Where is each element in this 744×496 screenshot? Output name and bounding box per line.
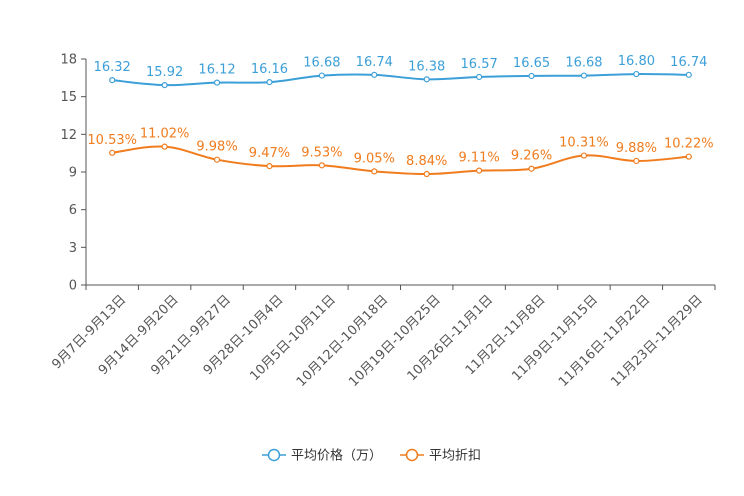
y-tick-label: 12 — [60, 128, 77, 143]
x-tick-label: 11月23日-11月29日 — [608, 292, 705, 389]
data-label: 10.53% — [87, 133, 137, 148]
data-label: 16.16 — [251, 62, 288, 77]
y-tick-label: 9 — [69, 166, 77, 181]
data-point[interactable] — [109, 149, 116, 156]
data-point[interactable] — [685, 71, 692, 78]
data-label: 16.38 — [408, 59, 445, 74]
data-point[interactable] — [528, 72, 535, 80]
series-layer: 16.32 15.92 16.12 16.16 16.68 16.74 16.38 16.57… — [87, 54, 714, 178]
legend-item-avg-discount[interactable]: 平均折扣 — [400, 449, 481, 464]
y-tick-label: 18 — [60, 53, 77, 68]
legend-marker-icon — [267, 448, 281, 462]
data-point[interactable] — [580, 72, 588, 79]
data-point[interactable] — [213, 79, 221, 86]
data-label: 16.65 — [513, 56, 550, 71]
data-label: 9.47% — [249, 146, 290, 161]
data-point[interactable] — [633, 157, 640, 165]
legend: 平均价格（万） 平均折扣 — [262, 448, 481, 464]
data-point[interactable] — [633, 70, 640, 78]
data-point[interactable] — [266, 162, 273, 170]
legend-label: 平均价格（万） — [291, 448, 382, 464]
series-line — [112, 145, 689, 176]
data-label: 16.32 — [94, 60, 131, 75]
data-label: 10.22% — [664, 137, 714, 152]
legend-item-avg-price[interactable]: 平均价格（万） — [262, 448, 382, 464]
data-point[interactable] — [161, 143, 168, 150]
legend-label: 平均折扣 — [429, 449, 481, 464]
data-label: 10.31% — [559, 136, 609, 151]
series-line — [112, 73, 689, 87]
data-point[interactable] — [476, 73, 483, 81]
data-label: 16.57 — [461, 57, 498, 72]
data-label: 16.12 — [198, 63, 235, 78]
x-tick-label: 10月12日-10月18日 — [294, 292, 391, 389]
y-tick-label: 3 — [69, 241, 77, 256]
series-avg-price: 16.32 15.92 16.12 16.16 16.68 16.74 16.38 16.57… — [94, 54, 707, 89]
data-point[interactable] — [318, 162, 325, 169]
data-point[interactable] — [371, 71, 378, 78]
y-tick-label: 15 — [60, 90, 77, 105]
data-label: 9.05% — [354, 151, 395, 166]
data-point[interactable] — [213, 156, 221, 163]
data-label: 16.80 — [618, 54, 655, 69]
data-point[interactable] — [580, 152, 588, 159]
data-label: 16.68 — [565, 56, 602, 71]
data-point[interactable] — [476, 167, 483, 174]
data-label: 9.98% — [196, 140, 237, 155]
data-point[interactable] — [109, 76, 116, 84]
data-point[interactable] — [528, 165, 535, 172]
data-label: 15.92 — [146, 65, 183, 80]
y-tick-label: 6 — [69, 203, 77, 218]
data-label: 9.26% — [511, 149, 552, 164]
x-tick-label: 10月19日-10月25日 — [346, 292, 443, 389]
legend-marker-icon — [405, 448, 419, 462]
data-label: 9.53% — [301, 145, 342, 160]
data-point[interactable] — [371, 168, 378, 175]
data-point[interactable] — [318, 72, 325, 79]
axes: 03691215189月7日-9月13日9月14日-9月20日9月21日-9月2… — [49, 53, 716, 390]
data-point[interactable] — [161, 82, 168, 89]
data-label: 16.68 — [303, 56, 340, 71]
data-label: 16.74 — [356, 55, 393, 70]
data-label: 9.11% — [458, 151, 499, 166]
data-label: 9.88% — [616, 141, 657, 156]
series-avg-discount: 10.53% 11.02% 9.98% 9.47% 9.53% 9.05% 8.84% 9.1… — [87, 127, 714, 178]
data-point[interactable] — [266, 79, 273, 86]
data-point[interactable] — [423, 76, 430, 83]
data-point[interactable] — [423, 170, 430, 178]
data-label: 11.02% — [140, 127, 190, 142]
data-label: 8.84% — [406, 154, 447, 169]
y-tick-label: 0 — [69, 279, 77, 294]
data-label: 16.74 — [670, 55, 707, 70]
x-tick-label: 11月16日-11月22日 — [556, 292, 653, 389]
data-point[interactable] — [685, 153, 692, 160]
